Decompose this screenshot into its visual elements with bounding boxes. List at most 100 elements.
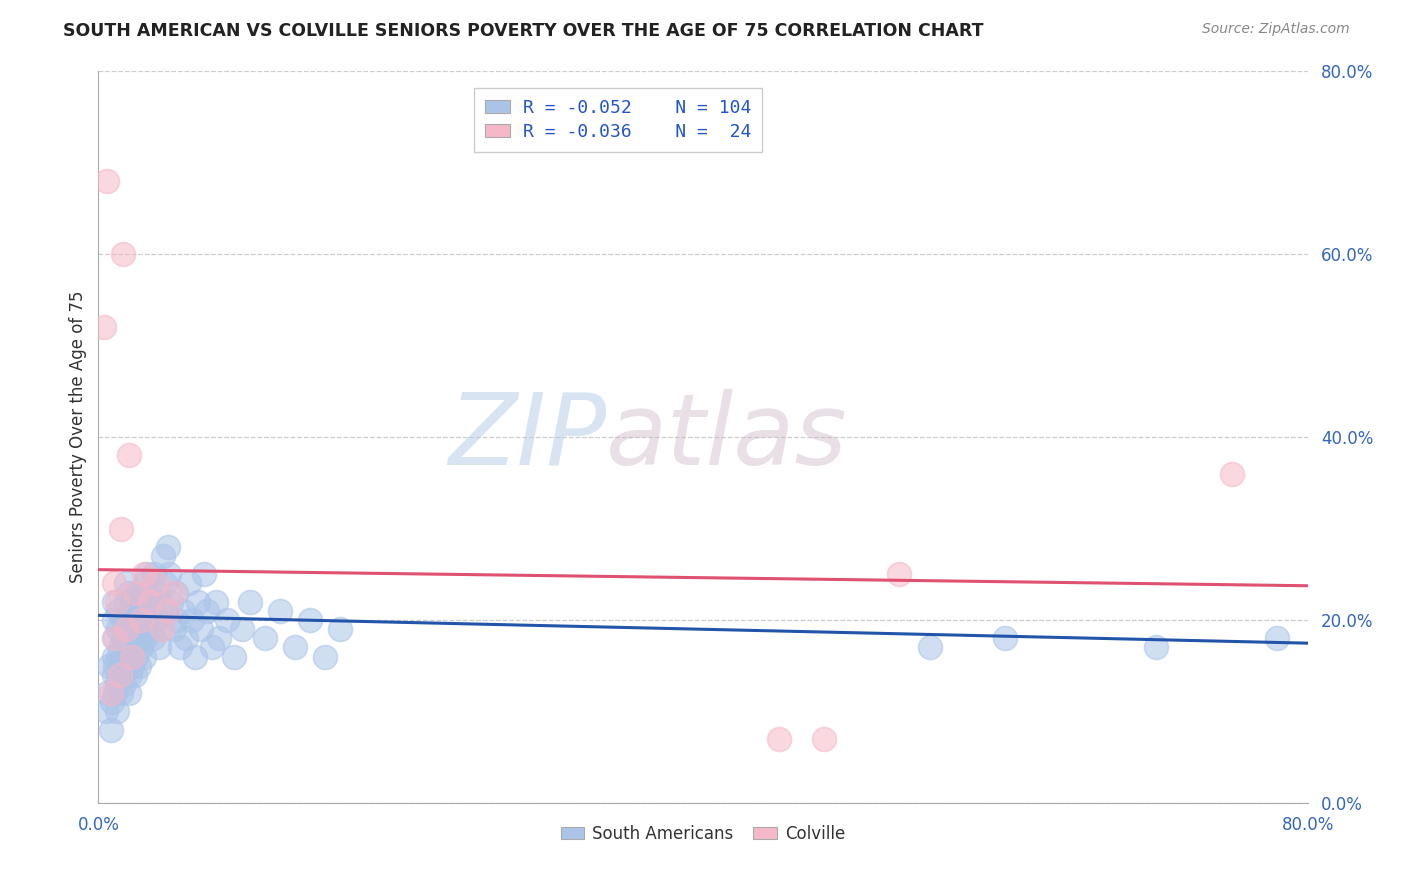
- Point: [329, 622, 352, 636]
- Point: [104, 632, 127, 646]
- Point: [118, 686, 141, 700]
- Point: [169, 640, 191, 655]
- Point: [124, 622, 146, 636]
- Point: [143, 567, 166, 582]
- Point: [193, 567, 215, 582]
- Y-axis label: Seniors Poverty Over the Age of 75: Seniors Poverty Over the Age of 75: [69, 291, 87, 583]
- Point: [134, 632, 156, 646]
- Point: [1267, 632, 1289, 646]
- Point: [115, 640, 138, 655]
- Point: [125, 649, 148, 664]
- Point: [118, 448, 141, 462]
- Point: [128, 613, 150, 627]
- Point: [110, 521, 132, 535]
- Point: [108, 667, 131, 681]
- Point: [124, 667, 146, 681]
- Text: ZIP: ZIP: [449, 389, 606, 485]
- Point: [145, 576, 167, 591]
- Point: [231, 622, 253, 636]
- Point: [163, 622, 186, 636]
- Point: [174, 632, 197, 646]
- Point: [104, 686, 127, 700]
- Point: [139, 585, 162, 599]
- Point: [187, 594, 209, 608]
- Point: [141, 604, 163, 618]
- Point: [889, 567, 911, 582]
- Point: [239, 594, 262, 608]
- Point: [166, 613, 188, 627]
- Point: [129, 613, 152, 627]
- Point: [201, 640, 224, 655]
- Point: [190, 622, 212, 636]
- Point: [139, 594, 162, 608]
- Point: [103, 613, 125, 627]
- Point: [160, 594, 183, 608]
- Point: [129, 594, 152, 608]
- Point: [105, 705, 128, 719]
- Point: [112, 677, 135, 691]
- Point: [145, 613, 167, 627]
- Point: [129, 640, 152, 655]
- Point: [127, 585, 149, 599]
- Point: [253, 632, 276, 646]
- Point: [118, 649, 141, 664]
- Point: [131, 622, 153, 636]
- Point: [118, 585, 141, 599]
- Point: [165, 585, 187, 599]
- Point: [172, 604, 194, 618]
- Point: [100, 723, 122, 737]
- Point: [103, 667, 125, 681]
- Point: [146, 585, 169, 599]
- Point: [299, 613, 322, 627]
- Point: [105, 677, 128, 691]
- Point: [1144, 640, 1167, 655]
- Point: [284, 640, 307, 655]
- Point: [114, 622, 136, 636]
- Point: [150, 622, 173, 636]
- Point: [136, 594, 159, 608]
- Point: [179, 576, 201, 591]
- Point: [120, 632, 142, 646]
- Point: [98, 658, 121, 673]
- Point: [224, 649, 246, 664]
- Point: [121, 649, 143, 664]
- Point: [110, 658, 132, 673]
- Point: [132, 604, 155, 618]
- Point: [132, 567, 155, 582]
- Point: [918, 640, 941, 655]
- Point: [114, 622, 136, 636]
- Point: [115, 658, 138, 673]
- Point: [125, 585, 148, 599]
- Point: [142, 632, 165, 646]
- Point: [125, 604, 148, 618]
- Point: [103, 632, 125, 646]
- Point: [184, 649, 207, 664]
- Point: [205, 594, 228, 608]
- Point: [135, 567, 157, 582]
- Point: [96, 174, 118, 188]
- Point: [1220, 467, 1243, 481]
- Point: [195, 604, 218, 618]
- Text: atlas: atlas: [606, 389, 848, 485]
- Point: [103, 576, 125, 591]
- Point: [103, 594, 125, 608]
- Point: [112, 649, 135, 664]
- Point: [120, 667, 142, 681]
- Point: [156, 604, 179, 618]
- Point: [150, 622, 173, 636]
- Point: [96, 686, 118, 700]
- Point: [108, 640, 131, 655]
- Point: [153, 576, 176, 591]
- Point: [163, 585, 186, 599]
- Point: [111, 247, 134, 261]
- Point: [105, 594, 128, 608]
- Point: [103, 649, 125, 664]
- Point: [108, 667, 131, 681]
- Point: [122, 640, 145, 655]
- Point: [813, 731, 835, 746]
- Point: [101, 695, 124, 709]
- Point: [121, 658, 143, 673]
- Point: [128, 658, 150, 673]
- Point: [94, 705, 117, 719]
- Point: [159, 567, 181, 582]
